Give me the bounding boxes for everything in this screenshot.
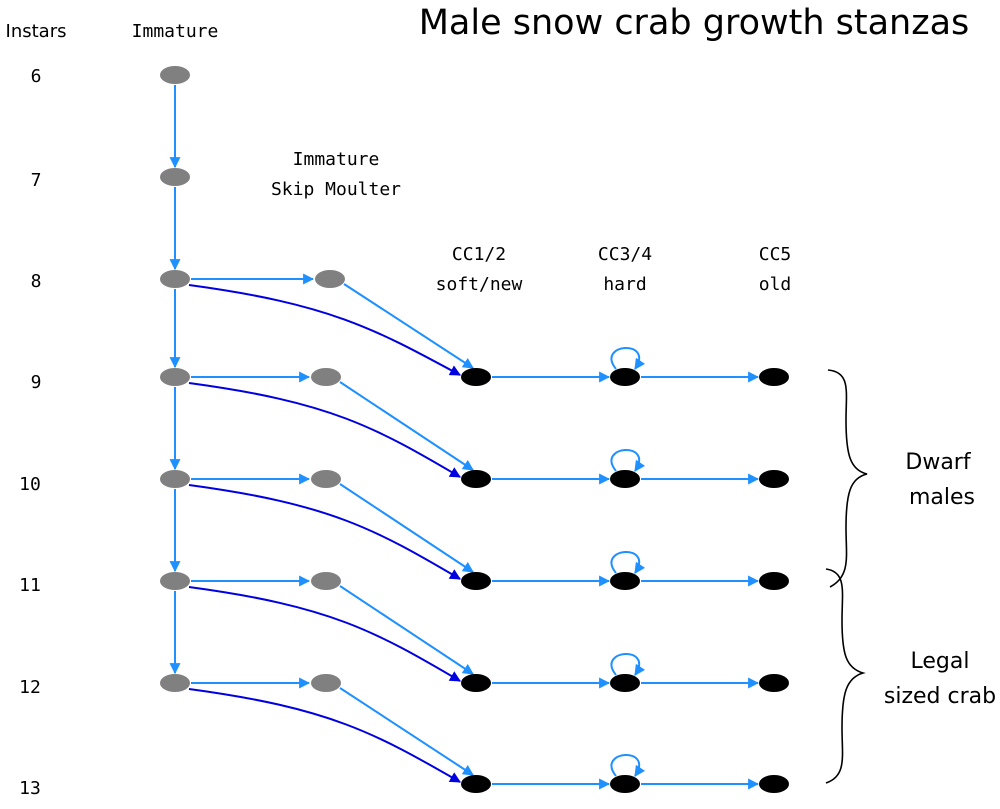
skip-moulter-node-instar-11 bbox=[311, 572, 341, 590]
cc12-node-instar-10 bbox=[461, 470, 491, 488]
cc12-header-line1: CC1/2 bbox=[452, 244, 506, 265]
immature-node-instar-12 bbox=[160, 674, 190, 692]
instar-label-12: 12 bbox=[19, 677, 41, 698]
instar-label-6: 6 bbox=[31, 66, 42, 87]
skip-moulter-header-line2: Skip Moulter bbox=[271, 179, 401, 200]
immature-header: Immature bbox=[132, 21, 219, 42]
skip-moulter-node-instar-10 bbox=[311, 470, 341, 488]
cc34-node-instar-13 bbox=[610, 775, 640, 793]
terminal-moult-arrow-instar-12 bbox=[188, 586, 461, 682]
immature-node-instar-10 bbox=[160, 470, 190, 488]
instar-label-11: 11 bbox=[19, 575, 41, 596]
cc34-self-loop-instar-12 bbox=[610, 653, 646, 676]
cc34-self-loop-instar-10 bbox=[610, 449, 646, 472]
cc34-node-instar-12 bbox=[610, 674, 640, 692]
instar-label-13: 13 bbox=[19, 778, 41, 799]
cc5-node-instar-12 bbox=[759, 674, 789, 692]
legal-label-line2: sized crab bbox=[884, 684, 996, 709]
skip-to-cc12-arrow-instar-9 bbox=[343, 283, 474, 369]
terminal-moult-arrow-instar-9 bbox=[188, 284, 461, 376]
instars-header: Instars bbox=[6, 21, 67, 42]
dwarf-males-brace bbox=[827, 369, 868, 588]
immature-node-instar-11 bbox=[160, 572, 190, 590]
stage-nodes bbox=[160, 66, 789, 793]
skip-moulter-node-instar-9 bbox=[311, 368, 341, 386]
cc34-node-instar-11 bbox=[610, 572, 640, 590]
skip-moulter-node-instar-8 bbox=[315, 270, 345, 288]
cc5-node-instar-9 bbox=[759, 368, 789, 386]
cc5-header-line1: CC5 bbox=[759, 244, 792, 265]
skip-to-cc12-arrow-instar-11 bbox=[339, 483, 474, 573]
immature-node-instar-8 bbox=[160, 270, 190, 288]
skip-moulter-header-line1: Immature bbox=[293, 149, 380, 170]
instar-label-8: 8 bbox=[31, 271, 42, 292]
cc34-node-instar-9 bbox=[610, 368, 640, 386]
cc5-header-line2: old bbox=[759, 274, 792, 295]
cc5-node-instar-13 bbox=[759, 775, 789, 793]
dwarf-label-line2: males bbox=[909, 485, 975, 510]
terminal-moult-arrow-instar-10 bbox=[188, 382, 461, 478]
cc12-node-instar-11 bbox=[461, 572, 491, 590]
cc5-node-instar-11 bbox=[759, 572, 789, 590]
cc12-header-line2: soft/new bbox=[436, 274, 523, 295]
legal-label-line1: Legal bbox=[911, 649, 970, 674]
skip-to-cc12-arrow-instar-10 bbox=[339, 381, 474, 471]
immature-node-instar-7 bbox=[160, 168, 190, 186]
cc34-node-instar-10 bbox=[610, 470, 640, 488]
legal-sized-brace bbox=[825, 568, 866, 784]
skip-to-cc12-arrow-instar-13 bbox=[339, 687, 474, 776]
immature-node-instar-9 bbox=[160, 368, 190, 386]
skip-to-cc12-arrow-instar-12 bbox=[339, 585, 474, 675]
cc34-self-loop-instar-11 bbox=[610, 551, 646, 574]
terminal-moult-arrow-instar-11 bbox=[188, 484, 461, 580]
cc34-self-loop-instar-9 bbox=[610, 347, 646, 370]
diagram-title: Male snow crab growth stanzas bbox=[419, 3, 970, 43]
cc5-node-instar-10 bbox=[759, 470, 789, 488]
immature-node-instar-6 bbox=[160, 66, 190, 84]
instar-label-7: 7 bbox=[31, 170, 42, 191]
instar-label-10: 10 bbox=[19, 474, 41, 495]
terminal-moult-arrow-instar-13 bbox=[188, 688, 461, 783]
cc12-node-instar-12 bbox=[461, 674, 491, 692]
cc12-node-instar-13 bbox=[461, 775, 491, 793]
cc12-node-instar-9 bbox=[461, 368, 491, 386]
transition-arrows bbox=[169, 85, 760, 790]
cc34-self-loop-instar-13 bbox=[610, 754, 646, 777]
skip-moulter-node-instar-12 bbox=[311, 674, 341, 692]
dwarf-label-line1: Dwarf bbox=[905, 450, 971, 475]
instar-label-9: 9 bbox=[31, 372, 42, 393]
cc34-header-line2: hard bbox=[603, 274, 646, 295]
cc34-header-line1: CC3/4 bbox=[598, 244, 652, 265]
